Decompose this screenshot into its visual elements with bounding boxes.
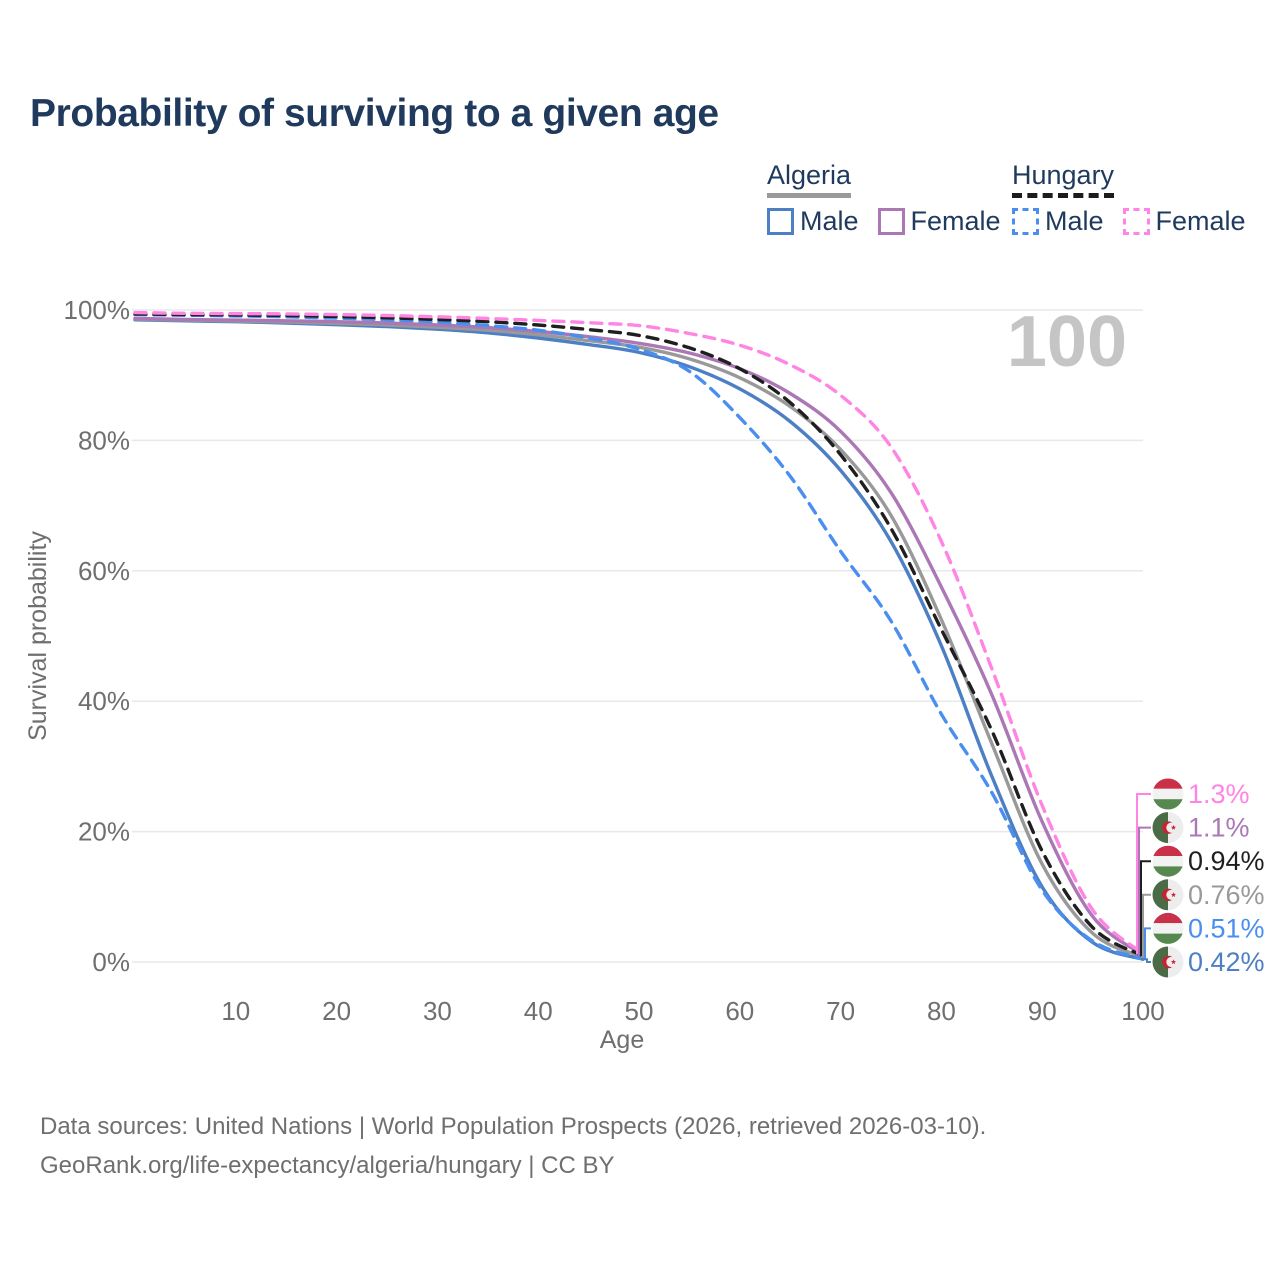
legend-item-hungary-male[interactable]: Male	[1012, 206, 1104, 237]
legend-country-algeria: Algeria	[767, 160, 852, 198]
end-value-label-hungary-both: 0.94%	[1188, 846, 1265, 876]
end-value-label-algeria-male: 0.42%	[1188, 947, 1265, 977]
flag-hungary-icon	[1152, 845, 1184, 877]
end-label-connector-algeria-both	[1141, 893, 1151, 958]
y-tick-label: 40%	[78, 686, 130, 716]
legend-group-hungary: Hungary Male Female	[1012, 160, 1246, 237]
flag-algeria-icon	[1152, 879, 1184, 911]
end-label-connector-hungary-both	[1140, 860, 1151, 956]
data-sources-text: Data sources: United Nations | World Pop…	[40, 1113, 987, 1140]
end-value-label-algeria-both: 0.76%	[1188, 880, 1265, 910]
x-tick-label: 80	[927, 996, 956, 1026]
flag-hungary-icon	[1152, 778, 1184, 810]
page-title: Probability of surviving to a given age	[30, 92, 719, 135]
end-value-label-hungary-female: 1.3%	[1188, 779, 1250, 809]
legend-item-label: Female	[910, 206, 1001, 236]
curve-hungary-female[interactable]	[133, 310, 1145, 956]
curve-algeria-both[interactable]	[133, 317, 1145, 959]
legend-country-hungary: Hungary	[1012, 160, 1115, 198]
legend-item-label: Female	[1155, 206, 1246, 236]
x-tick-label: 100	[1121, 996, 1164, 1026]
legend-item-algeria-female[interactable]: Female	[877, 206, 1001, 237]
y-tick-label: 0%	[92, 947, 130, 977]
y-tick-label: 100%	[64, 295, 131, 325]
x-tick-label: 70	[826, 996, 855, 1026]
hungary-female-swatch-icon	[1122, 208, 1150, 235]
x-tick-label: 30	[423, 996, 452, 1026]
y-tick-label: 20%	[78, 817, 130, 847]
curve-hungary-male[interactable]	[133, 312, 1145, 961]
x-tick-label: 40	[524, 996, 553, 1026]
end-value-label-hungary-male: 0.51%	[1188, 913, 1265, 943]
legend-item-label: Male	[800, 206, 859, 236]
end-label-connector-algeria-male	[1141, 958, 1151, 963]
chart-footer: Data sources: United Nations | World Pop…	[40, 1107, 986, 1185]
y-tick-label: 80%	[78, 425, 130, 455]
curve-algeria-male[interactable]	[133, 318, 1145, 961]
x-tick-label: 20	[322, 996, 351, 1026]
x-tick-label: 60	[725, 996, 754, 1026]
hungary-male-swatch-icon	[1012, 208, 1039, 235]
attribution-text: GeoRank.org/life-expectancy/algeria/hung…	[40, 1152, 615, 1179]
legend-item-algeria-male[interactable]: Male	[767, 206, 859, 237]
algeria-female-swatch-icon	[877, 208, 905, 235]
x-tick-label: 10	[221, 996, 250, 1026]
flag-hungary-icon	[1152, 912, 1184, 944]
x-axis-title: Age	[600, 1026, 644, 1054]
flag-algeria-icon	[1152, 946, 1184, 978]
x-tick-label: 90	[1028, 996, 1057, 1026]
legend-item-label: Male	[1045, 206, 1104, 236]
curve-hungary-both[interactable]	[133, 312, 1145, 958]
legend-item-hungary-female[interactable]: Female	[1122, 206, 1246, 237]
age-watermark: 100	[1007, 302, 1127, 382]
curve-algeria-female[interactable]	[133, 316, 1145, 957]
y-tick-label: 60%	[78, 556, 130, 586]
algeria-male-swatch-icon	[767, 208, 794, 235]
y-axis-title: Survival probability	[24, 531, 52, 741]
x-tick-label: 50	[625, 996, 654, 1026]
end-value-label-algeria-female: 1.1%	[1188, 813, 1250, 843]
legend-group-algeria: Algeria Male Female	[767, 160, 1001, 237]
flag-algeria-icon	[1152, 812, 1184, 844]
